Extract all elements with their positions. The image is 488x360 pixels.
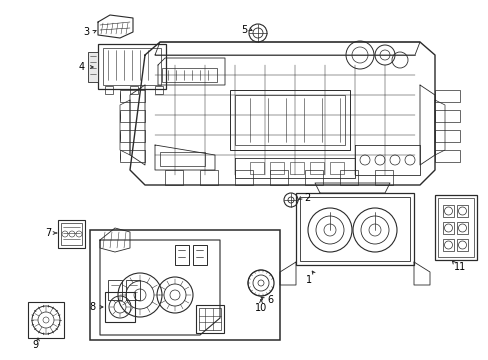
Bar [235, 170, 252, 185]
Bar [58, 220, 85, 248]
Bar [162, 68, 217, 82]
Bar [155, 86, 163, 94]
Text: 6: 6 [266, 295, 272, 305]
Text: 9: 9 [32, 340, 38, 350]
Bar [105, 86, 113, 94]
Bar [200, 170, 218, 185]
Text: 10: 10 [254, 303, 266, 313]
Bar [120, 150, 145, 162]
Bar [442, 205, 453, 217]
Text: 4: 4 [79, 62, 85, 72]
Bar [160, 152, 204, 166]
Bar [309, 162, 324, 174]
Bar [299, 197, 409, 261]
Bar [61, 223, 82, 245]
Bar [28, 302, 64, 338]
Bar [196, 305, 224, 333]
Text: 7: 7 [45, 228, 51, 238]
Bar [108, 280, 122, 300]
Bar [374, 170, 392, 185]
Bar [456, 205, 467, 217]
Bar [442, 239, 453, 251]
Bar [442, 222, 453, 234]
Bar [434, 130, 459, 142]
Text: 8: 8 [89, 302, 95, 312]
Bar [434, 110, 459, 122]
Bar [437, 198, 473, 257]
Bar [434, 195, 476, 260]
Text: 3: 3 [83, 27, 89, 37]
Bar [305, 170, 323, 185]
Bar [269, 162, 284, 174]
Bar [295, 193, 413, 265]
Bar [434, 150, 459, 162]
Bar [456, 222, 467, 234]
Bar [120, 110, 145, 122]
Text: 5: 5 [241, 25, 246, 35]
Bar [175, 245, 189, 265]
Bar [120, 90, 145, 102]
Bar [339, 170, 357, 185]
Bar [269, 170, 287, 185]
Bar [456, 239, 467, 251]
Bar [249, 162, 264, 174]
Bar [193, 245, 206, 265]
Text: 11: 11 [453, 262, 465, 272]
Bar [105, 292, 135, 322]
Bar [329, 162, 343, 174]
Bar [88, 52, 98, 82]
Bar [120, 130, 145, 142]
Bar [126, 280, 140, 300]
Bar [434, 90, 459, 102]
Bar [289, 162, 304, 174]
Bar [98, 44, 165, 89]
Bar [130, 86, 138, 94]
Bar [229, 90, 349, 150]
Bar [164, 170, 183, 185]
Text: 1: 1 [305, 275, 311, 285]
Bar [103, 48, 161, 85]
Text: 2: 2 [303, 193, 309, 203]
Bar [90, 230, 280, 340]
Bar [199, 308, 221, 330]
Bar [235, 95, 345, 145]
